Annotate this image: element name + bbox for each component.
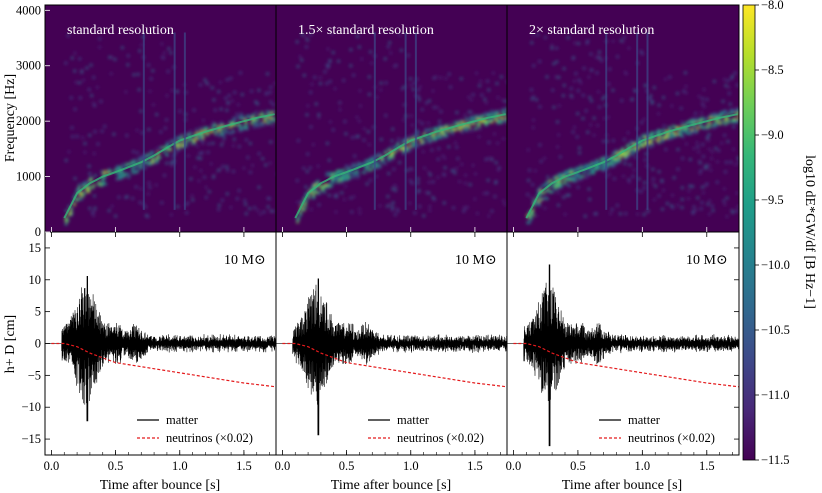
x-tick-label: 0.5 bbox=[570, 459, 586, 473]
y-axis-label-strain: h+ D [cm] bbox=[3, 315, 18, 373]
matter-trace bbox=[276, 278, 507, 436]
ridge-line bbox=[294, 113, 506, 219]
freq-tick-label: 2000 bbox=[16, 114, 41, 128]
freq-tick-label: 1000 bbox=[16, 170, 41, 184]
x-axis-label-1: Time after bounce [s] bbox=[100, 478, 220, 493]
strain-panels bbox=[45, 264, 739, 447]
x-tick-label: 1.5 bbox=[699, 459, 715, 473]
colorbar-tick-label: −8.5 bbox=[761, 63, 784, 77]
freq-tick-label: 3000 bbox=[16, 59, 41, 73]
x-tick-label: 0.5 bbox=[108, 459, 124, 473]
matter-trace bbox=[507, 264, 739, 447]
x-tick-label: 1.0 bbox=[403, 459, 419, 473]
spectrogram-3 bbox=[507, 5, 739, 232]
freq-tick-label: 0 bbox=[35, 225, 41, 239]
legend-matter-label-1: matter bbox=[166, 413, 199, 427]
colorbar-ticks: −8.0 −8.5 −9.0 −9.5 −10.0 −10.5 −11.0 −11.5 bbox=[755, 0, 790, 467]
legend-matter-label-3: matter bbox=[628, 413, 661, 427]
neutrino-trace bbox=[282, 342, 507, 388]
legend-neutrinos-label-1: neutrinos (×0.02) bbox=[166, 431, 253, 445]
x-axis-label-3: Time after bounce [s] bbox=[562, 478, 682, 493]
mass-label-3: 10 M⊙ bbox=[686, 253, 728, 268]
x-axis-label-2: Time after bounce [s] bbox=[331, 478, 451, 493]
panel-label-2x: 2× standard resolution bbox=[529, 23, 654, 38]
x-tick-label: 1.0 bbox=[635, 459, 651, 473]
panel-label-standard: standard resolution bbox=[67, 23, 174, 38]
strain-tick-label: 0 bbox=[35, 337, 41, 351]
spectrogram-2 bbox=[276, 5, 507, 232]
strain-plot-1 bbox=[45, 275, 276, 422]
matter-trace bbox=[45, 275, 276, 422]
tick-marks: 0.0 0.5 1.0 1.5 0.0 0.5 1.0 1.5 0.0 0.5 1.0 1.50100… bbox=[16, 3, 739, 473]
x-tick-label: 1.5 bbox=[467, 459, 483, 473]
x-tick-label: 1.5 bbox=[236, 459, 252, 473]
y-axis-label-frequency: Frequency [Hz] bbox=[3, 74, 18, 162]
colorbar bbox=[742, 4, 756, 461]
ridge-line bbox=[525, 113, 738, 219]
colorbar-tick-label: −9.5 bbox=[761, 193, 784, 207]
panel-label-1p5x: 1.5× standard resolution bbox=[298, 23, 434, 38]
strain-tick-label: −5 bbox=[28, 368, 41, 382]
spectrogram-1 bbox=[45, 5, 276, 232]
legends bbox=[137, 419, 621, 439]
colorbar-tick-label: −11.5 bbox=[761, 453, 789, 467]
strain-tick-label: 15 bbox=[29, 241, 42, 255]
strain-plot-2 bbox=[276, 278, 507, 436]
axes-frames bbox=[44, 4, 740, 456]
x-tick-label: 1.0 bbox=[172, 459, 188, 473]
colorbar-tick-label: −9.0 bbox=[761, 128, 784, 142]
mass-label-1: 10 M⊙ bbox=[224, 253, 266, 268]
x-tick-label: 0.0 bbox=[506, 459, 522, 473]
legend-neutrinos-label-3: neutrinos (×0.02) bbox=[628, 431, 715, 445]
neutrino-trace bbox=[513, 342, 739, 388]
strain-tick-label: 10 bbox=[29, 273, 42, 287]
ridge-line bbox=[63, 113, 275, 219]
strain-tick-label: −15 bbox=[21, 432, 41, 446]
freq-tick-label: 4000 bbox=[16, 3, 41, 17]
x-tick-label: 0.0 bbox=[44, 459, 60, 473]
x-tick-label: 0.5 bbox=[339, 459, 355, 473]
legend-matter-label-2: matter bbox=[397, 413, 430, 427]
spectrogram-panels bbox=[45, 5, 739, 232]
strain-plot-3 bbox=[507, 264, 739, 447]
mass-label-2: 10 M⊙ bbox=[455, 253, 497, 268]
neutrino-trace bbox=[51, 342, 276, 388]
x-tick-label: 0.0 bbox=[275, 459, 291, 473]
strain-tick-label: −10 bbox=[21, 400, 41, 414]
strain-tick-label: 5 bbox=[35, 305, 41, 319]
colorbar-tick-label: −10.0 bbox=[761, 258, 790, 272]
colorbar-tick-label: −8.0 bbox=[761, 0, 784, 12]
legend-neutrinos-label-2: neutrinos (×0.02) bbox=[397, 431, 484, 445]
colorbar-tick-label: −11.0 bbox=[761, 388, 789, 402]
colorbar-label: log10 dE*GW/df [B Hz−1] bbox=[802, 155, 817, 309]
colorbar-tick-label: −10.5 bbox=[761, 323, 790, 337]
